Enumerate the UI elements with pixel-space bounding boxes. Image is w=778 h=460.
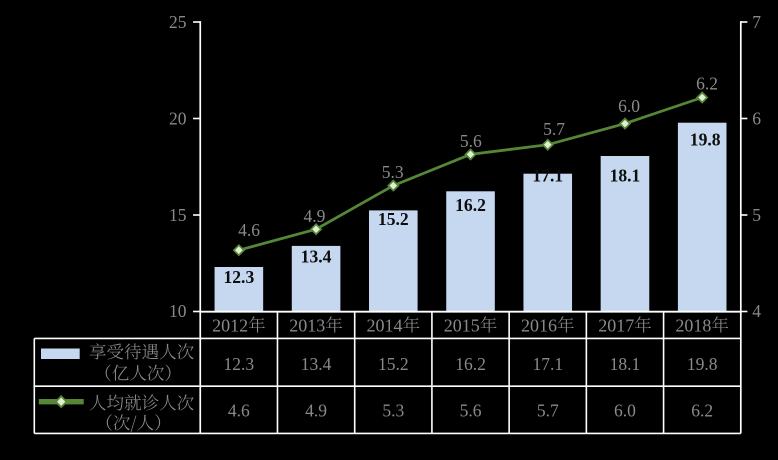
svg-text:2013: 2013 [289, 315, 325, 335]
svg-text:5.3: 5.3 [382, 162, 404, 182]
svg-text:5.7: 5.7 [543, 119, 565, 139]
svg-text:5: 5 [752, 205, 761, 225]
svg-text:4.6: 4.6 [238, 220, 260, 240]
svg-text:18.1: 18.1 [610, 166, 641, 186]
svg-text:2017: 2017 [598, 315, 634, 335]
svg-text:5.6: 5.6 [460, 131, 482, 151]
svg-text:15.2: 15.2 [378, 209, 409, 229]
svg-text:5.6: 5.6 [460, 400, 482, 420]
svg-text:2015: 2015 [444, 315, 480, 335]
svg-text:5.7: 5.7 [537, 400, 559, 420]
svg-text:15.2: 15.2 [378, 354, 409, 374]
svg-text:19.8: 19.8 [690, 130, 721, 150]
svg-text:6.0: 6.0 [614, 400, 636, 420]
svg-text:4.9: 4.9 [303, 206, 325, 226]
svg-text:6: 6 [752, 108, 761, 128]
svg-text:7: 7 [752, 12, 761, 32]
svg-text:6.2: 6.2 [691, 400, 713, 420]
svg-text:19.8: 19.8 [687, 354, 718, 374]
svg-text:15: 15 [169, 205, 187, 225]
svg-text:12.3: 12.3 [223, 267, 254, 287]
svg-text:6.0: 6.0 [618, 96, 640, 116]
svg-text:2018: 2018 [675, 315, 711, 335]
svg-text:17.1: 17.1 [532, 354, 563, 374]
svg-text:4: 4 [752, 301, 761, 321]
svg-text:12.3: 12.3 [224, 354, 255, 374]
svg-text:4.9: 4.9 [305, 400, 327, 420]
svg-text:25: 25 [169, 12, 187, 32]
svg-text:2014: 2014 [367, 315, 403, 335]
svg-text:5.3: 5.3 [382, 400, 404, 420]
svg-text:16.2: 16.2 [455, 195, 486, 215]
svg-text:2012: 2012 [212, 315, 248, 335]
svg-text:13.4: 13.4 [301, 246, 332, 266]
svg-text:4.6: 4.6 [228, 400, 250, 420]
svg-text:2016: 2016 [521, 315, 557, 335]
svg-text:16.2: 16.2 [455, 354, 486, 374]
svg-text:6.2: 6.2 [696, 73, 718, 93]
svg-text:10: 10 [169, 301, 187, 321]
svg-text:18.1: 18.1 [610, 354, 641, 374]
svg-text:20: 20 [169, 108, 187, 128]
svg-text:13.4: 13.4 [301, 354, 332, 374]
svg-text:17.1: 17.1 [532, 166, 563, 186]
